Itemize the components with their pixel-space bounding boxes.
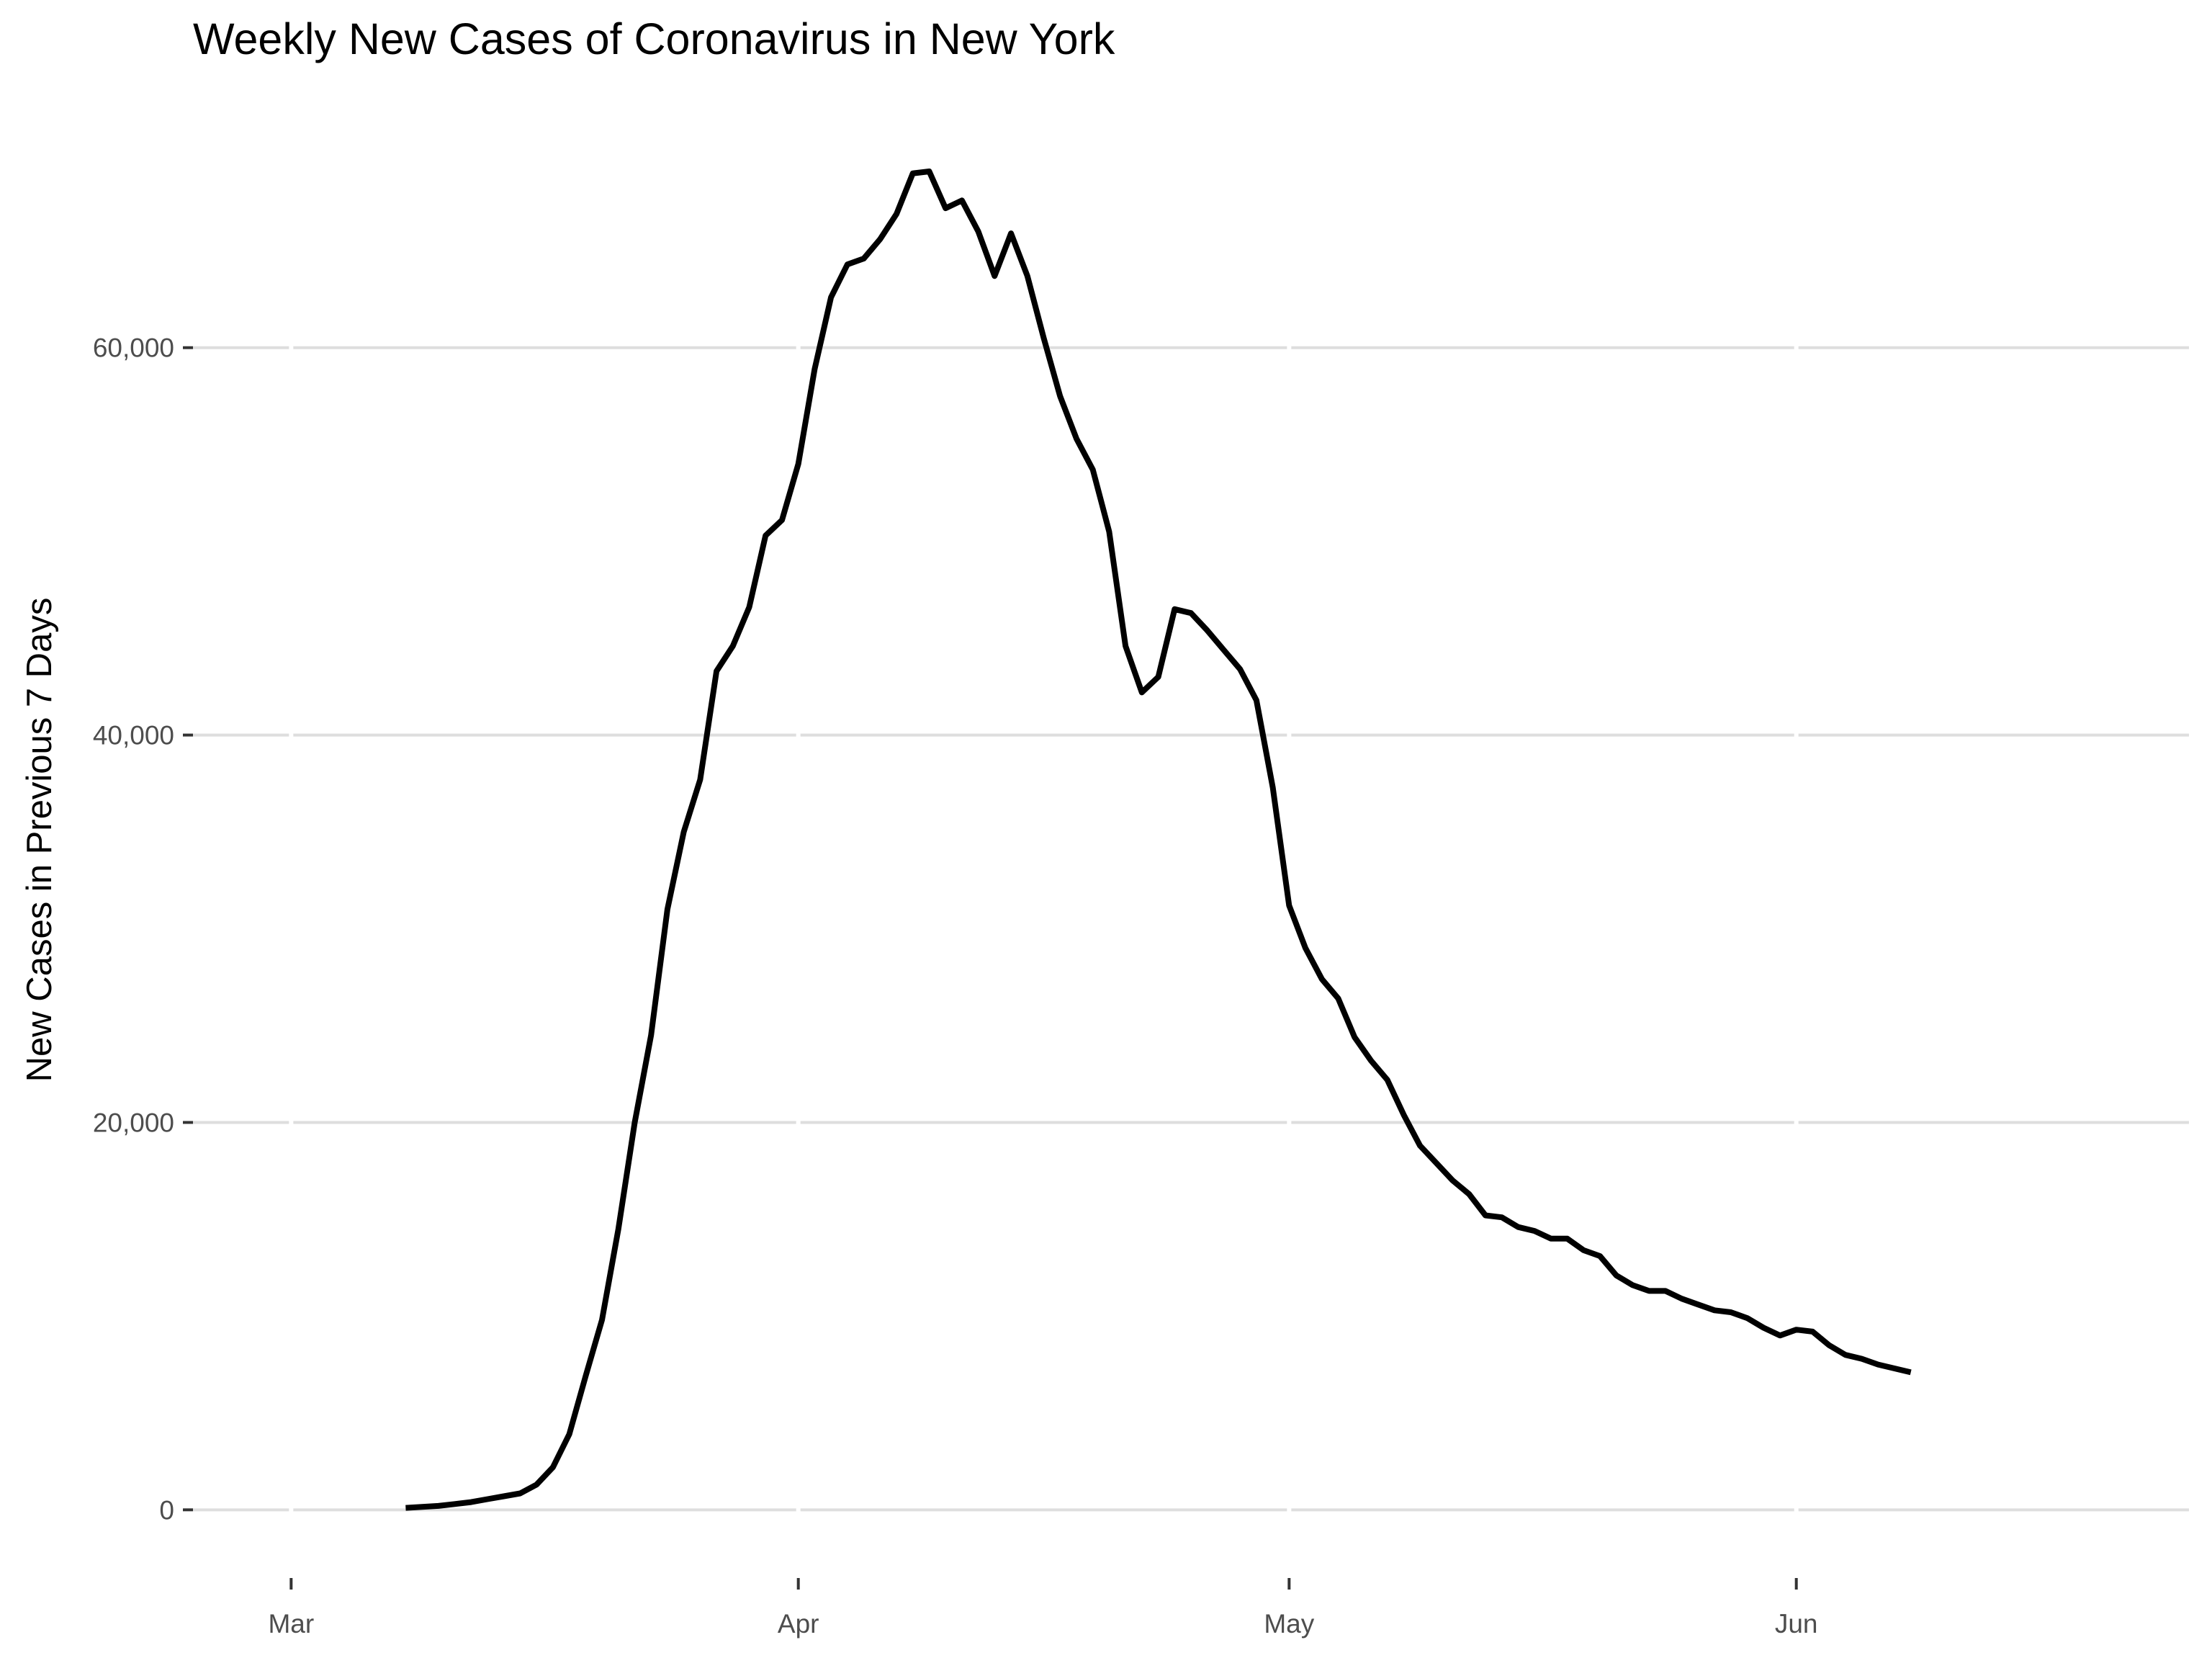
series-layer <box>405 169 1912 1511</box>
x-tick-label-1: Apr <box>778 1609 819 1639</box>
y-tick-label-2: 40,000 <box>93 721 174 750</box>
gridlines <box>193 115 2189 1571</box>
y-axis-title: New Cases in Previous 7 Days <box>20 598 59 1082</box>
x-tick-label-2: May <box>1264 1609 1314 1639</box>
x-tick-label-0: Mar <box>268 1609 314 1639</box>
y-tick-label-3: 60,000 <box>93 333 174 363</box>
series-line-0 <box>405 169 1912 1511</box>
chart-title: Weekly New Cases of Coronavirus in New Y… <box>193 14 1115 63</box>
y-axis: 0 20,000 40,000 60,000 <box>93 333 193 1525</box>
x-tick-label-3: Jun <box>1775 1609 1818 1639</box>
y-tick-label-0: 0 <box>159 1495 174 1525</box>
x-axis: Mar Apr May Jun <box>268 1578 1818 1639</box>
y-tick-label-1: 20,000 <box>93 1108 174 1137</box>
